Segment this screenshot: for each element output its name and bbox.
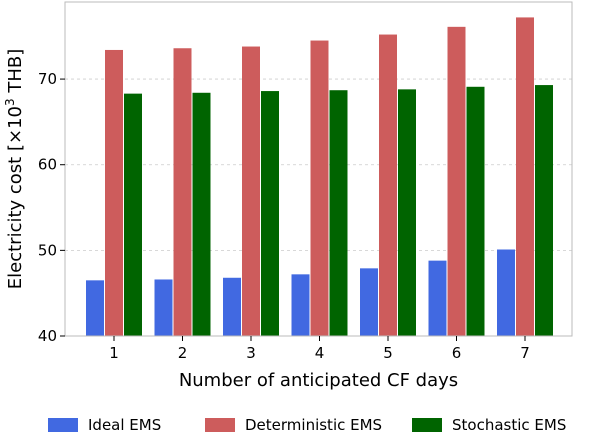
bar-ideal-7: [497, 249, 515, 336]
bar-deterministic-4: [310, 40, 329, 337]
bar-ideal-1: [86, 280, 104, 336]
bar-deterministic-6: [447, 26, 466, 336]
bar-deterministic-3: [242, 46, 260, 337]
legend-swatch-ideal: [48, 418, 78, 432]
x-axis-title: Number of anticipated CF days: [179, 370, 458, 391]
bar-deterministic-2: [173, 48, 192, 336]
legend-swatch-stochastic: [412, 418, 442, 432]
bar-stochastic-5: [398, 89, 416, 336]
x-tick-label-5: 5: [383, 344, 393, 362]
x-tick-label-1: 1: [109, 344, 119, 362]
bar-stochastic-1: [124, 93, 142, 336]
bars: [86, 17, 553, 337]
bar-ideal-4: [291, 274, 310, 336]
y-tick-label-70: 70: [38, 70, 57, 88]
legend-label-ideal: Ideal EMS: [88, 416, 161, 434]
bar-deterministic-5: [379, 34, 397, 337]
y-axis-title-tail: THB]: [5, 49, 26, 99]
legend-label-deterministic: Deterministic EMS: [245, 416, 382, 434]
legend-label-stochastic: Stochastic EMS: [452, 416, 566, 434]
y-axis-title-sup: 3: [3, 98, 17, 106]
y-axis-title: Electricity cost [×103 THB]: [3, 49, 26, 289]
bar-stochastic-6: [466, 86, 485, 337]
legend: Ideal EMS Deterministic EMS Stochastic E…: [48, 416, 566, 434]
y-axis-title-main: Electricity cost [×10: [5, 106, 26, 289]
bar-ideal-5: [360, 268, 378, 336]
bar-ideal-6: [428, 260, 447, 336]
bar-deterministic-7: [516, 17, 534, 337]
y-tick-label-40: 40: [38, 327, 57, 345]
bar-stochastic-7: [535, 85, 553, 336]
x-tick-label-7: 7: [520, 344, 530, 362]
axis-ticks: 40 50 60 70 1 2 3 4 5 6 7: [38, 70, 530, 362]
bar-ideal-3: [223, 277, 241, 336]
bar-deterministic-1: [105, 49, 123, 336]
bar-stochastic-4: [329, 90, 348, 336]
plot-frame: [64, 1, 573, 337]
legend-swatch-deterministic: [205, 418, 235, 432]
bar-ideal-2: [154, 279, 173, 336]
x-tick-label-2: 2: [178, 344, 188, 362]
bar-stochastic-2: [192, 92, 211, 337]
y-tick-label-50: 50: [38, 241, 57, 259]
x-tick-label-4: 4: [315, 344, 325, 362]
y-tick-label-60: 60: [38, 156, 57, 174]
x-tick-label-6: 6: [452, 344, 462, 362]
bar-stochastic-3: [261, 91, 279, 336]
x-tick-label-3: 3: [246, 344, 256, 362]
